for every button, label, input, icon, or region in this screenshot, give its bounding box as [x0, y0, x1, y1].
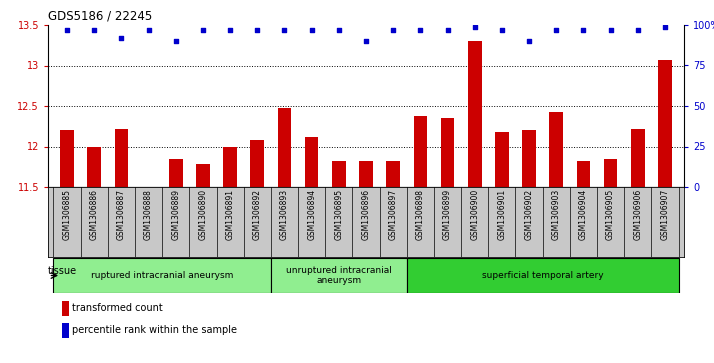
Bar — [278, 107, 291, 187]
Text: GSM1306896: GSM1306896 — [361, 189, 371, 240]
Bar — [196, 164, 210, 187]
Bar — [550, 113, 563, 187]
Bar — [251, 140, 264, 187]
Bar — [62, 301, 69, 316]
Text: GSM1306903: GSM1306903 — [552, 189, 560, 240]
Bar — [359, 161, 373, 187]
Text: GSM1306900: GSM1306900 — [471, 189, 479, 240]
Bar — [114, 129, 129, 187]
Text: GSM1306905: GSM1306905 — [606, 189, 615, 240]
Point — [143, 27, 154, 33]
Point — [605, 27, 616, 33]
Text: GSM1306901: GSM1306901 — [498, 189, 506, 240]
Bar — [495, 132, 508, 187]
Text: GSM1306887: GSM1306887 — [117, 189, 126, 240]
Text: GSM1306904: GSM1306904 — [579, 189, 588, 240]
Point — [415, 27, 426, 33]
Point — [496, 27, 508, 33]
Bar — [223, 147, 237, 187]
Point — [469, 24, 481, 29]
Bar — [169, 159, 183, 187]
Bar — [441, 118, 454, 187]
Point — [388, 27, 399, 33]
Bar — [468, 41, 481, 187]
Bar — [305, 137, 318, 187]
Bar — [604, 159, 618, 187]
Text: GDS5186 / 22245: GDS5186 / 22245 — [48, 9, 152, 23]
Text: transformed count: transformed count — [72, 303, 163, 313]
Text: GSM1306885: GSM1306885 — [63, 189, 71, 240]
Text: GSM1306890: GSM1306890 — [198, 189, 208, 240]
Bar — [631, 129, 645, 187]
Point — [333, 27, 345, 33]
Point — [61, 27, 73, 33]
Point — [442, 27, 453, 33]
Text: GSM1306899: GSM1306899 — [443, 189, 452, 240]
Text: superficial temporal artery: superficial temporal artery — [482, 271, 603, 280]
Point — [306, 27, 317, 33]
Point — [361, 38, 372, 44]
Point — [578, 27, 589, 33]
Bar — [271, 258, 407, 293]
Text: GSM1306893: GSM1306893 — [280, 189, 289, 240]
Text: GSM1306906: GSM1306906 — [633, 189, 643, 240]
Bar — [658, 60, 672, 187]
Text: unruptured intracranial
aneurysm: unruptured intracranial aneurysm — [286, 266, 392, 285]
Bar — [522, 130, 536, 187]
Bar — [54, 258, 271, 293]
Bar — [413, 116, 427, 187]
Point — [224, 27, 236, 33]
Text: percentile rank within the sample: percentile rank within the sample — [72, 325, 237, 335]
Bar — [87, 147, 101, 187]
Bar — [386, 161, 400, 187]
Text: GSM1306892: GSM1306892 — [253, 189, 262, 240]
Bar — [407, 258, 678, 293]
Point — [523, 38, 535, 44]
Point — [550, 27, 562, 33]
Text: GSM1306886: GSM1306886 — [90, 189, 99, 240]
Text: ruptured intracranial aneurysm: ruptured intracranial aneurysm — [91, 271, 233, 280]
Point — [632, 27, 643, 33]
Text: GSM1306897: GSM1306897 — [388, 189, 398, 240]
Text: GSM1306907: GSM1306907 — [660, 189, 670, 240]
Point — [197, 27, 208, 33]
Text: GSM1306895: GSM1306895 — [334, 189, 343, 240]
Text: GSM1306888: GSM1306888 — [144, 189, 153, 240]
Point — [89, 27, 100, 33]
Text: GSM1306902: GSM1306902 — [525, 189, 533, 240]
Text: GSM1306894: GSM1306894 — [307, 189, 316, 240]
Point — [170, 38, 181, 44]
Bar — [577, 161, 590, 187]
Bar — [60, 130, 74, 187]
Text: GSM1306898: GSM1306898 — [416, 189, 425, 240]
Point — [251, 27, 263, 33]
Point — [659, 24, 670, 29]
Point — [116, 35, 127, 41]
Bar — [332, 161, 346, 187]
Text: GSM1306889: GSM1306889 — [171, 189, 180, 240]
Point — [278, 27, 290, 33]
Bar — [62, 323, 69, 338]
Text: GSM1306891: GSM1306891 — [226, 189, 235, 240]
Text: tissue: tissue — [47, 266, 76, 276]
